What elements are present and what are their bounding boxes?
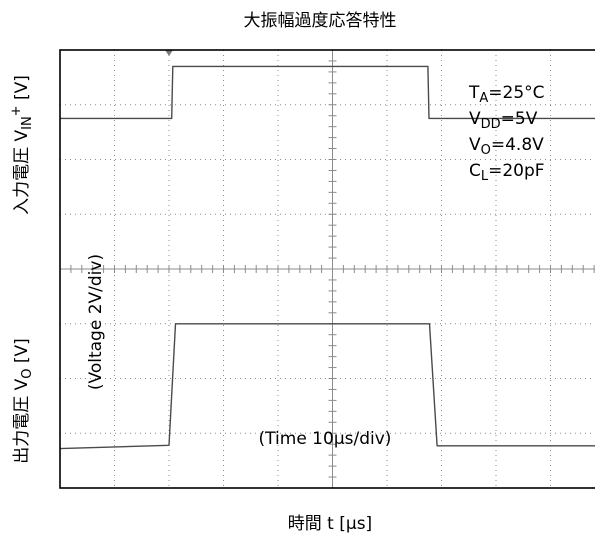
condition-value: =20pF xyxy=(488,161,544,181)
grid xyxy=(59,49,595,489)
y-axis-label-input-sup: + xyxy=(9,105,24,116)
condition-line: TA=25°C xyxy=(468,83,545,106)
condition-subscript: A xyxy=(479,91,488,106)
condition-line: VO=4.8V xyxy=(469,135,544,158)
condition-value: =5V xyxy=(501,109,538,129)
y-axis-label-output-unit: [V] xyxy=(12,338,32,368)
condition-symbol: V xyxy=(469,109,481,129)
x-axis-label: 時間 t [μs] xyxy=(288,514,372,534)
plot-frame xyxy=(59,49,595,489)
y-axis-label-input-sub: IN xyxy=(20,116,35,130)
output-voltage-trace xyxy=(59,323,595,450)
condition-symbol: C xyxy=(469,161,481,181)
y-axis-label-input: 入力電圧 VIN+ [V] xyxy=(9,75,35,215)
chart-title: 大振幅過度応答特性 xyxy=(244,11,397,31)
condition-value: =25°C xyxy=(488,83,544,103)
condition-symbol: T xyxy=(468,83,480,103)
condition-subscript: O xyxy=(481,143,491,158)
condition-value: =4.8V xyxy=(491,135,544,155)
voltage-scale-annotation: (Voltage 2V/div) xyxy=(86,254,106,390)
traces xyxy=(59,65,595,450)
y-axis-label-input-main: 入力電圧 V xyxy=(12,130,32,215)
condition-subscript: L xyxy=(481,169,489,184)
y-axis-label-output-sub: O xyxy=(20,369,35,379)
condition-subscript: DD xyxy=(481,117,501,132)
input-voltage-trace xyxy=(60,65,595,120)
condition-line: VDD=5V xyxy=(469,109,538,132)
y-axis-label-input-unit: [V] xyxy=(12,75,32,105)
y-axis-label-output-main: 出力電圧 V xyxy=(12,378,32,463)
condition-line: CL=20pF xyxy=(469,161,545,184)
condition-symbol: V xyxy=(469,135,481,155)
y-axis-label-output: 出力電圧 VO [V] xyxy=(12,338,35,464)
time-scale-annotation: (Time 10μs/div) xyxy=(259,429,392,449)
trigger-marker xyxy=(165,50,173,56)
